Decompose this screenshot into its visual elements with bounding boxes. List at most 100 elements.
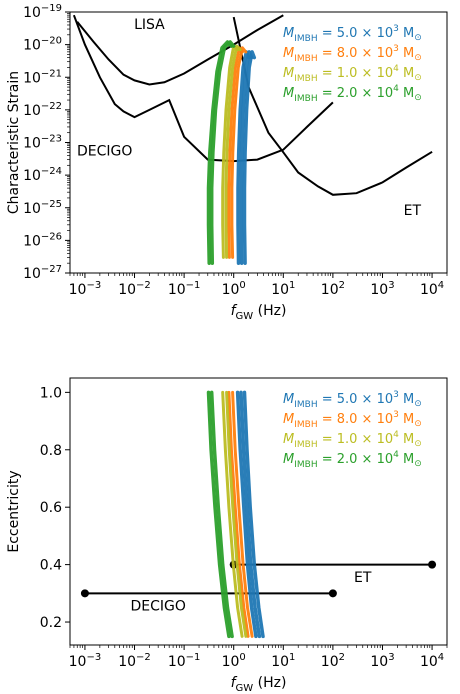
legend-m: M <box>283 412 294 427</box>
x-tick-exp: −3 <box>86 280 101 291</box>
x-tick-exp: −1 <box>186 280 201 291</box>
y-tick-exp: −26 <box>41 231 62 242</box>
x-axis-label: fGW (Hz) <box>231 675 287 694</box>
y-tick-label: 0.8 <box>40 443 62 459</box>
legend-sun: ⊙ <box>414 459 422 469</box>
legend-unit: M <box>399 412 414 427</box>
y-tick-label: 10−19 <box>23 3 62 21</box>
legend-exp: 3 <box>393 24 399 34</box>
series-track-3 <box>209 390 234 639</box>
x-tick-base: 10 <box>69 282 87 298</box>
legend-entry: MIMBH = 5.0 × 103 M⊙ <box>283 24 422 44</box>
x-tick-base: 10 <box>321 282 339 298</box>
series-track-1 <box>231 390 254 638</box>
series-track-1 <box>227 390 250 638</box>
series-track-0 <box>235 390 258 639</box>
y-tick-base: 10 <box>23 201 41 217</box>
legend-value: = 8.0 × 10 <box>318 412 394 427</box>
band-endpoint <box>428 560 437 569</box>
x-axis-label-f: f <box>231 303 238 319</box>
x-tick-exp: 3 <box>388 652 394 663</box>
legend-sub: IMBH <box>294 94 317 104</box>
legend-unit: M <box>399 66 414 81</box>
series-track-1 <box>230 46 248 259</box>
sensitivity-curve-et <box>232 16 433 196</box>
legend-entry: MIMBH = 8.0 × 103 M⊙ <box>283 44 422 64</box>
y-tick-base: 10 <box>23 70 41 86</box>
series-track-2 <box>224 44 242 259</box>
x-tick-exp: 1 <box>289 280 295 291</box>
legend-exp: 4 <box>393 84 399 94</box>
legend-m: M <box>283 392 294 407</box>
x-tick-exp: 4 <box>438 280 444 291</box>
legend-sun: ⊙ <box>414 93 422 103</box>
plot-frame <box>69 377 448 646</box>
x-tick-base: 10 <box>271 282 289 298</box>
legend-value: = 1.0 × 10 <box>318 432 394 447</box>
y-tick-exp: −24 <box>41 166 62 177</box>
y-tick-exp: −25 <box>41 199 62 210</box>
series-track-2 <box>221 44 240 259</box>
x-tick-label: 10−1 <box>168 280 201 298</box>
sensitivity-curve-lisa <box>76 14 284 86</box>
y-axis-label: Eccentricity <box>6 470 22 552</box>
legend-unit: M <box>399 432 414 447</box>
y-tick-base: 10 <box>23 103 41 119</box>
series-track-0 <box>239 50 254 265</box>
legend-sun: ⊙ <box>414 419 422 429</box>
plot-area <box>80 390 437 639</box>
y-tick-label: 0.4 <box>40 558 62 574</box>
legend-exp: 4 <box>393 64 399 74</box>
x-tick-label: 104 <box>420 652 444 670</box>
x-axis-label-sub: GW <box>236 311 254 322</box>
x-tick-base: 10 <box>69 654 87 670</box>
x-tick-exp: 0 <box>239 280 245 291</box>
x-axis-label: fGW (Hz) <box>231 303 287 322</box>
annotation-et: ET <box>354 570 372 586</box>
x-tick-base: 10 <box>118 654 136 670</box>
legend-sub: IMBH <box>294 400 317 410</box>
series-track-3 <box>206 390 231 639</box>
legend-sun: ⊙ <box>414 33 422 43</box>
x-tick-label: 103 <box>370 652 394 670</box>
x-tick-label: 104 <box>420 280 444 298</box>
legend-unit: M <box>399 86 414 101</box>
y-tick-exp: −20 <box>41 36 62 47</box>
legend-value: = 1.0 × 10 <box>318 66 394 81</box>
y-tick-label: 1.0 <box>40 385 62 401</box>
legend-m: M <box>283 86 294 101</box>
plot-area <box>72 14 433 265</box>
legend-value: = 8.0 × 10 <box>318 46 394 61</box>
legend-unit: M <box>399 26 414 41</box>
legend-value: = 5.0 × 10 <box>318 392 394 407</box>
legend-unit: M <box>399 452 414 467</box>
y-tick-label: 10−24 <box>23 166 62 184</box>
x-tick-base: 10 <box>222 654 240 670</box>
x-tick-base: 10 <box>118 282 136 298</box>
annotation-lisa: LISA <box>134 17 165 33</box>
band-endpoint <box>80 589 89 598</box>
legend-exp: 4 <box>393 430 399 440</box>
y-tick-label: 10−26 <box>23 231 62 249</box>
series-track-3 <box>209 40 236 265</box>
x-tick-exp: 1 <box>289 652 295 663</box>
x-axis-label-f: f <box>231 675 238 691</box>
legend-sun: ⊙ <box>414 439 422 449</box>
x-tick-base: 10 <box>168 282 186 298</box>
x-tick-base: 10 <box>420 282 438 298</box>
series-track-2 <box>225 390 248 638</box>
y-tick-label: 10−25 <box>23 199 62 217</box>
y-tick-base: 10 <box>23 266 41 282</box>
legend-sub: IMBH <box>294 460 317 470</box>
x-tick-label: 100 <box>222 280 246 298</box>
sensitivity-curve-decigo <box>72 14 334 163</box>
x-axis-label-unit: (Hz) <box>253 675 286 691</box>
legend-sub: IMBH <box>294 74 317 84</box>
legend-entry: MIMBH = 2.0 × 104 M⊙ <box>283 84 422 104</box>
x-tick-label: 10−3 <box>69 280 102 298</box>
x-tick-label: 100 <box>222 652 246 670</box>
legend-exp: 3 <box>393 44 399 54</box>
legend-m: M <box>283 46 294 61</box>
x-tick-label: 102 <box>321 652 345 670</box>
